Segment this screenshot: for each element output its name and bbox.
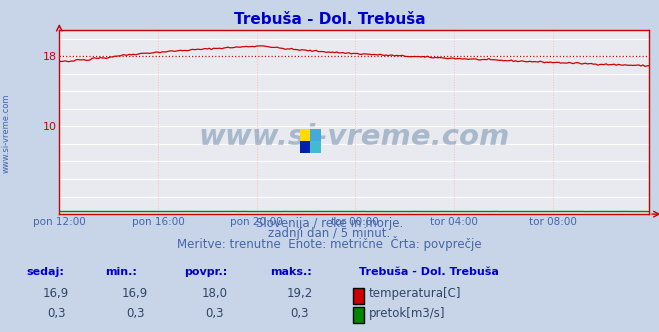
Text: 18,0: 18,0 (201, 287, 227, 300)
Text: 0,3: 0,3 (291, 307, 309, 320)
Bar (310, 141, 321, 153)
Text: povpr.:: povpr.: (185, 267, 228, 277)
Text: Meritve: trenutne  Enote: metrične  Črta: povprečje: Meritve: trenutne Enote: metrične Črta: … (177, 236, 482, 251)
Text: Trebuša - Dol. Trebuša: Trebuša - Dol. Trebuša (234, 12, 425, 27)
Text: sedaj:: sedaj: (26, 267, 64, 277)
Text: 16,9: 16,9 (122, 287, 148, 300)
Text: www.si-vreme.com: www.si-vreme.com (2, 93, 11, 173)
Text: 16,9: 16,9 (43, 287, 69, 300)
Text: 0,3: 0,3 (47, 307, 65, 320)
Text: temperatura[C]: temperatura[C] (369, 287, 461, 300)
Bar (300, 141, 310, 153)
Bar (310, 129, 321, 141)
Text: 0,3: 0,3 (205, 307, 223, 320)
Text: pretok[m3/s]: pretok[m3/s] (369, 307, 445, 320)
Bar (300, 129, 310, 141)
Text: maks.:: maks.: (270, 267, 312, 277)
Text: Slovenija / reke in morje.: Slovenija / reke in morje. (256, 217, 403, 230)
Text: min.:: min.: (105, 267, 137, 277)
Text: www.si-vreme.com: www.si-vreme.com (198, 123, 510, 151)
Text: Trebuša - Dol. Trebuša: Trebuša - Dol. Trebuša (359, 267, 499, 277)
Text: 0,3: 0,3 (126, 307, 144, 320)
Text: zadnji dan / 5 minut.: zadnji dan / 5 minut. (268, 227, 391, 240)
Text: 19,2: 19,2 (287, 287, 313, 300)
